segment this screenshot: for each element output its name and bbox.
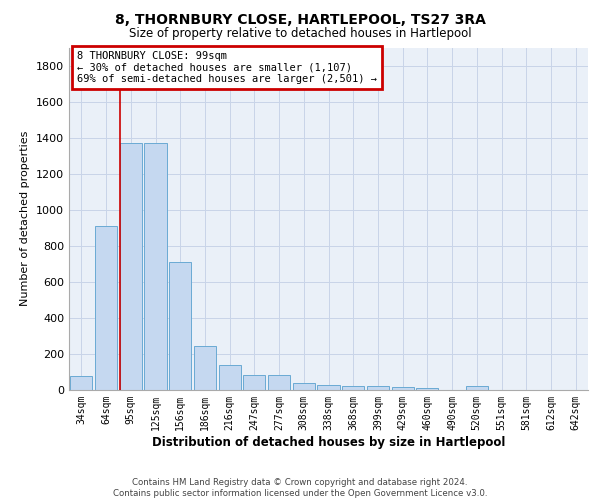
Text: Size of property relative to detached houses in Hartlepool: Size of property relative to detached ho… — [128, 28, 472, 40]
Text: 8 THORNBURY CLOSE: 99sqm
← 30% of detached houses are smaller (1,107)
69% of sem: 8 THORNBURY CLOSE: 99sqm ← 30% of detach… — [77, 51, 377, 84]
Text: 8, THORNBURY CLOSE, HARTLEPOOL, TS27 3RA: 8, THORNBURY CLOSE, HARTLEPOOL, TS27 3RA — [115, 12, 485, 26]
X-axis label: Distribution of detached houses by size in Hartlepool: Distribution of detached houses by size … — [152, 436, 505, 448]
Bar — [392, 388, 414, 390]
Bar — [145, 143, 167, 390]
Bar — [194, 346, 216, 390]
Bar — [218, 365, 241, 390]
Bar — [268, 374, 290, 390]
Bar — [317, 384, 340, 390]
Bar — [95, 226, 117, 390]
Bar — [466, 386, 488, 390]
Text: Contains HM Land Registry data © Crown copyright and database right 2024.
Contai: Contains HM Land Registry data © Crown c… — [113, 478, 487, 498]
Bar — [243, 374, 265, 390]
Bar — [119, 143, 142, 390]
Bar — [169, 262, 191, 390]
Bar — [293, 383, 315, 390]
Bar — [416, 388, 439, 390]
Bar — [70, 376, 92, 390]
Bar — [367, 386, 389, 390]
Bar — [342, 386, 364, 390]
Y-axis label: Number of detached properties: Number of detached properties — [20, 131, 31, 306]
